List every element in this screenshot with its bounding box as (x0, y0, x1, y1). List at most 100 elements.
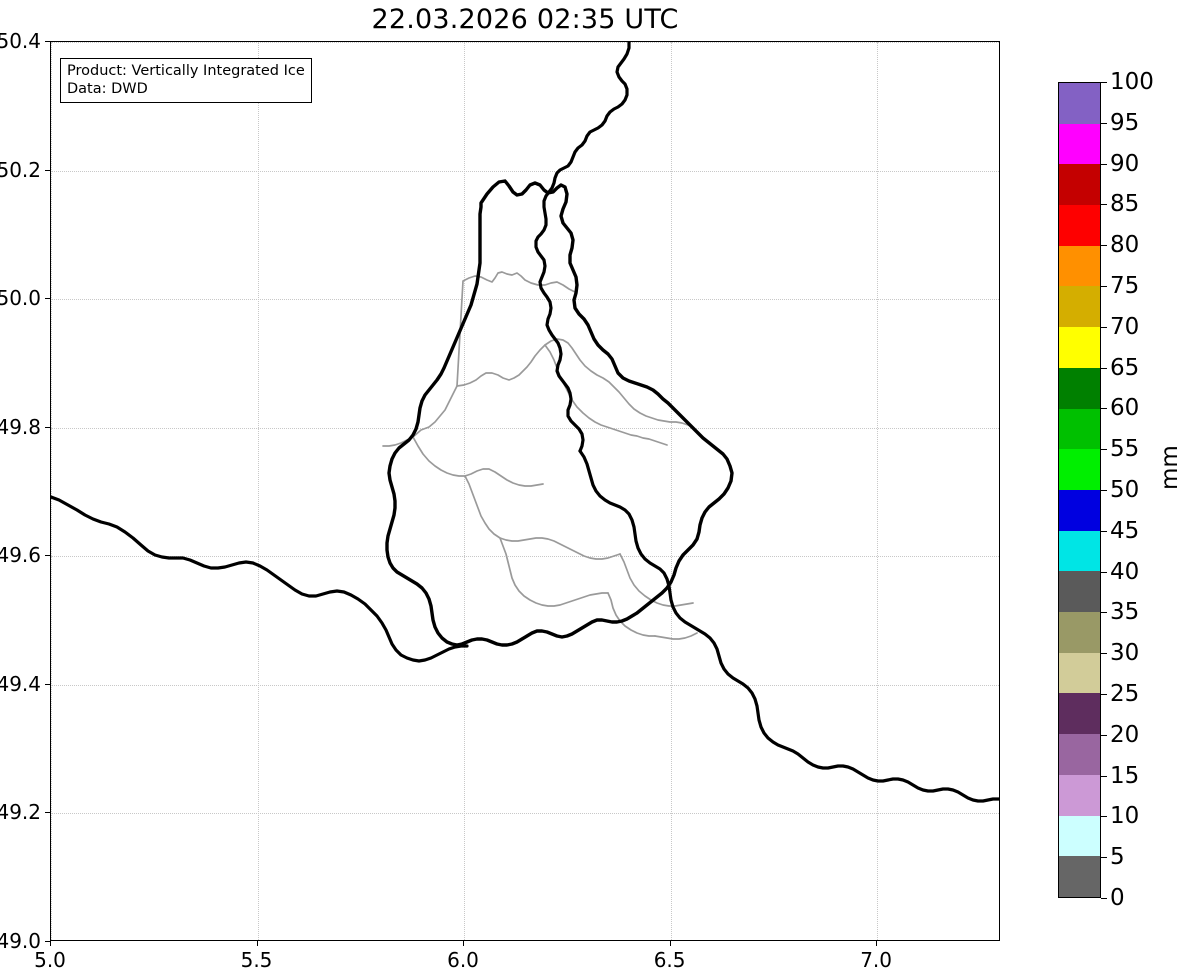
product-line: Product: Vertically Integrated Ice (67, 63, 305, 79)
colorbar-ticklabel: 45 (1110, 517, 1140, 544)
belgium-france-border (51, 495, 469, 663)
colorbar-ticklabel: 75 (1110, 273, 1140, 299)
gridline-vertical (670, 42, 672, 940)
colorbar-ticklabel: 80 (1110, 232, 1140, 259)
colorbar-ticklabel: 70 (1110, 313, 1140, 340)
x-tick (876, 941, 878, 946)
colorbar-ticklabel: 10 (1110, 803, 1140, 830)
colorbar-band-30-35 (1059, 612, 1100, 653)
colorbar-tick (1101, 694, 1107, 695)
gridline-horizontal (51, 299, 999, 301)
colorbar-ticklabel: 25 (1110, 681, 1140, 707)
colorbar-band-65-70 (1059, 327, 1100, 368)
x-ticklabel: 7.0 (860, 948, 892, 972)
colorbar-tick (1101, 286, 1107, 287)
y-ticklabel: 50.0 (0, 286, 41, 311)
colorbar-ticklabel: 55 (1110, 436, 1140, 463)
y-tick (45, 812, 50, 814)
colorbar-band-55-60 (1059, 408, 1100, 450)
colorbar-ticklabel: 60 (1110, 395, 1140, 422)
gridline-horizontal (51, 427, 999, 429)
gridline-vertical (877, 42, 879, 940)
canton-boundaries (382, 271, 698, 640)
colorbar-tick (1101, 816, 1107, 818)
colorbar-ticklabel: 5 (1110, 844, 1125, 871)
y-tick (45, 555, 50, 557)
colorbar-tick (1101, 775, 1107, 777)
colorbar[interactable]: 0 5 10 15 20 25 30 35 40 45 50 55 60 65 70 75 80 85 90 95 10… (1058, 69, 1154, 911)
colorbar-band-35-40 (1059, 571, 1100, 613)
colorbar-ticklabel: 20 (1110, 721, 1140, 748)
colorbar-ticklabel: 65 (1110, 354, 1140, 381)
colorbar-tick (1101, 245, 1107, 247)
colorbar-tick (1101, 408, 1107, 410)
colorbar-band-20-25 (1059, 693, 1100, 735)
colorbar-band-60-65 (1059, 367, 1100, 409)
colorbar-ticklabel: 95 (1110, 109, 1140, 136)
colorbar-tick (1101, 530, 1107, 532)
page-title: 22.03.2026 02:35 UTC (371, 4, 679, 35)
colorbar-band-70-75 (1059, 286, 1100, 328)
colorbar-ticklabel: 30 (1110, 640, 1140, 667)
colorbar-band-45-50 (1059, 489, 1100, 531)
colorbar-tick (1101, 898, 1107, 899)
colorbar-band-15-20 (1059, 734, 1100, 775)
luxembourg-national-border (385, 179, 734, 647)
y-tick (45, 169, 50, 171)
colorbar-band-85-90 (1059, 164, 1100, 206)
y-tick (45, 426, 50, 428)
colorbar-band-40-45 (1059, 530, 1100, 572)
colorbar-tick (1101, 612, 1107, 614)
colorbar-band-50-55 (1059, 449, 1100, 490)
y-ticklabel: 49.2 (0, 800, 41, 825)
colorbar-tick (1101, 122, 1107, 124)
y-ticklabel: 49.8 (0, 414, 41, 439)
colorbar-tick (1101, 571, 1107, 573)
colorbar-ticklabel: 50 (1110, 477, 1140, 503)
gridline-horizontal (51, 813, 999, 815)
colorbar-ticklabel: 40 (1110, 558, 1140, 585)
y-tick (45, 941, 50, 942)
y-ticklabel: 49.0 (0, 929, 41, 953)
colorbar-tick (1101, 82, 1107, 83)
colorbar-band-90-95 (1059, 123, 1100, 165)
map-plot-area[interactable] (50, 41, 1000, 941)
x-ticklabel: 5.0 (34, 948, 66, 972)
gridline-horizontal (51, 42, 999, 43)
colorbar-band-75-80 (1059, 245, 1100, 287)
y-ticklabel: 50.2 (0, 157, 41, 182)
colorbar-band-95-100 (1059, 82, 1100, 124)
colorbar-ticklabel: 85 (1110, 191, 1140, 218)
colorbar-ticklabel: 0 (1110, 885, 1125, 911)
gridline-vertical (257, 42, 259, 940)
colorbar-tick (1101, 449, 1107, 451)
x-tick (50, 941, 51, 946)
colorbar-tick (1101, 163, 1107, 165)
colorbar-tick (1101, 490, 1107, 491)
colorbar-tick (1101, 653, 1107, 655)
gridline-vertical (51, 42, 52, 940)
y-tick (45, 298, 50, 300)
x-ticklabel: 6.5 (653, 948, 686, 972)
colorbar-tick (1101, 734, 1107, 736)
belgium-germany-border (534, 42, 631, 453)
colorbar-band-25-30 (1059, 652, 1100, 694)
x-ticklabel: 5.5 (240, 948, 273, 972)
colorbar-tick (1101, 326, 1107, 328)
x-tick (669, 941, 671, 946)
colorbar-ticklabel: 15 (1110, 762, 1140, 789)
colorbar-band-0-5 (1059, 856, 1100, 897)
gridline-horizontal (51, 684, 999, 686)
data-source-line: Data: DWD (67, 81, 148, 98)
colorbar-band-5-10 (1059, 815, 1100, 857)
gridline-horizontal (51, 556, 999, 558)
colorbar-tick (1101, 857, 1107, 859)
x-tick (256, 941, 258, 946)
france-germany-border (578, 449, 999, 803)
colorbar-tick (1101, 204, 1107, 206)
x-ticklabel: 6.0 (447, 948, 479, 972)
colorbar-band-80-85 (1059, 205, 1100, 246)
y-ticklabel: 49.4 (0, 671, 41, 696)
colorbar-unit-label: mm (1157, 445, 1183, 490)
y-tick (45, 41, 50, 42)
